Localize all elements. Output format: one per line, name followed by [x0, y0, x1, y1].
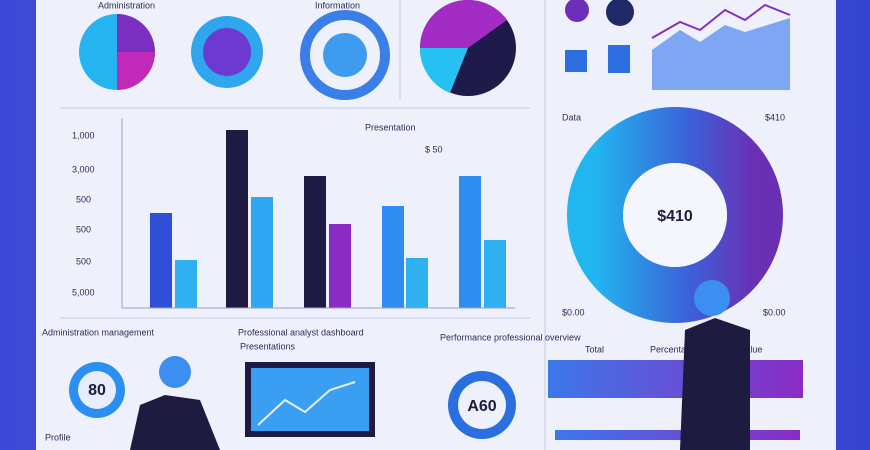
- icon: [608, 45, 630, 73]
- icon: [565, 50, 587, 72]
- y-labels: 1,000 3,000 500 500 500 5,000: [72, 130, 95, 297]
- screen-line: [257, 381, 356, 426]
- line-chart: [651, 3, 791, 39]
- monitor-screen: [251, 368, 369, 431]
- corner-label: $410: [765, 112, 785, 122]
- y-tick-label: 3,000: [72, 164, 95, 174]
- gauge-value: A60: [467, 398, 496, 415]
- pie-slice: [420, 0, 507, 48]
- bar: [484, 240, 506, 308]
- donut: [300, 10, 390, 100]
- section-title: Performance professional overview: [440, 332, 581, 342]
- corner-label: Data: [562, 112, 581, 122]
- person-head: [694, 280, 730, 316]
- progress-panel: [548, 360, 803, 398]
- icon: [606, 0, 634, 26]
- bar: [406, 258, 428, 308]
- y-tick-label: 500: [76, 224, 91, 234]
- bar: [175, 260, 197, 308]
- big-donut-center: [623, 163, 727, 267]
- icon: [565, 0, 589, 22]
- pie-slice: [117, 52, 155, 90]
- y-tick-label: 1,000: [72, 130, 95, 140]
- y-tick-label: 500: [76, 256, 91, 266]
- section-subtitle: Presentations: [240, 341, 296, 351]
- progress-bar: [555, 430, 800, 440]
- big-donut: [567, 107, 783, 323]
- chart-note: $ 50: [425, 144, 443, 154]
- gauge-center: [458, 381, 506, 429]
- pie-slice: [419, 48, 468, 93]
- corner-label: $0.00: [562, 307, 585, 317]
- bar: [329, 224, 351, 308]
- person: [680, 318, 750, 450]
- y-tick-label: 500: [76, 194, 91, 204]
- section-title: Professional analyst dashboard: [238, 327, 364, 337]
- section-title: Administration management: [42, 327, 155, 337]
- person-head: [159, 356, 191, 388]
- y-tick-label: 5,000: [72, 287, 95, 297]
- header-label: Information: [315, 0, 360, 10]
- bar: [459, 176, 481, 308]
- donut-inner: [203, 28, 251, 76]
- bar: [150, 213, 172, 308]
- header-label: Administration: [98, 0, 155, 10]
- donut-inner: [323, 33, 367, 77]
- footer-label: Profile: [45, 432, 71, 442]
- legend-entry: Total: [585, 344, 604, 354]
- bar: [304, 176, 326, 308]
- corner-label: $0.00: [763, 307, 786, 317]
- chart-title: Presentation: [365, 122, 416, 132]
- gauge-center: [78, 371, 116, 409]
- pie-slice: [117, 14, 155, 52]
- legend-entry: Percentage: [650, 344, 696, 354]
- bar: [382, 206, 404, 308]
- bar: [226, 130, 248, 308]
- gauge-value: 80: [88, 382, 106, 399]
- donut-center-value: $410: [657, 208, 693, 225]
- legend-entry: Value: [740, 344, 762, 354]
- area-chart: [652, 18, 790, 90]
- bar: [251, 197, 273, 308]
- person: [130, 395, 220, 450]
- bars: [150, 130, 506, 308]
